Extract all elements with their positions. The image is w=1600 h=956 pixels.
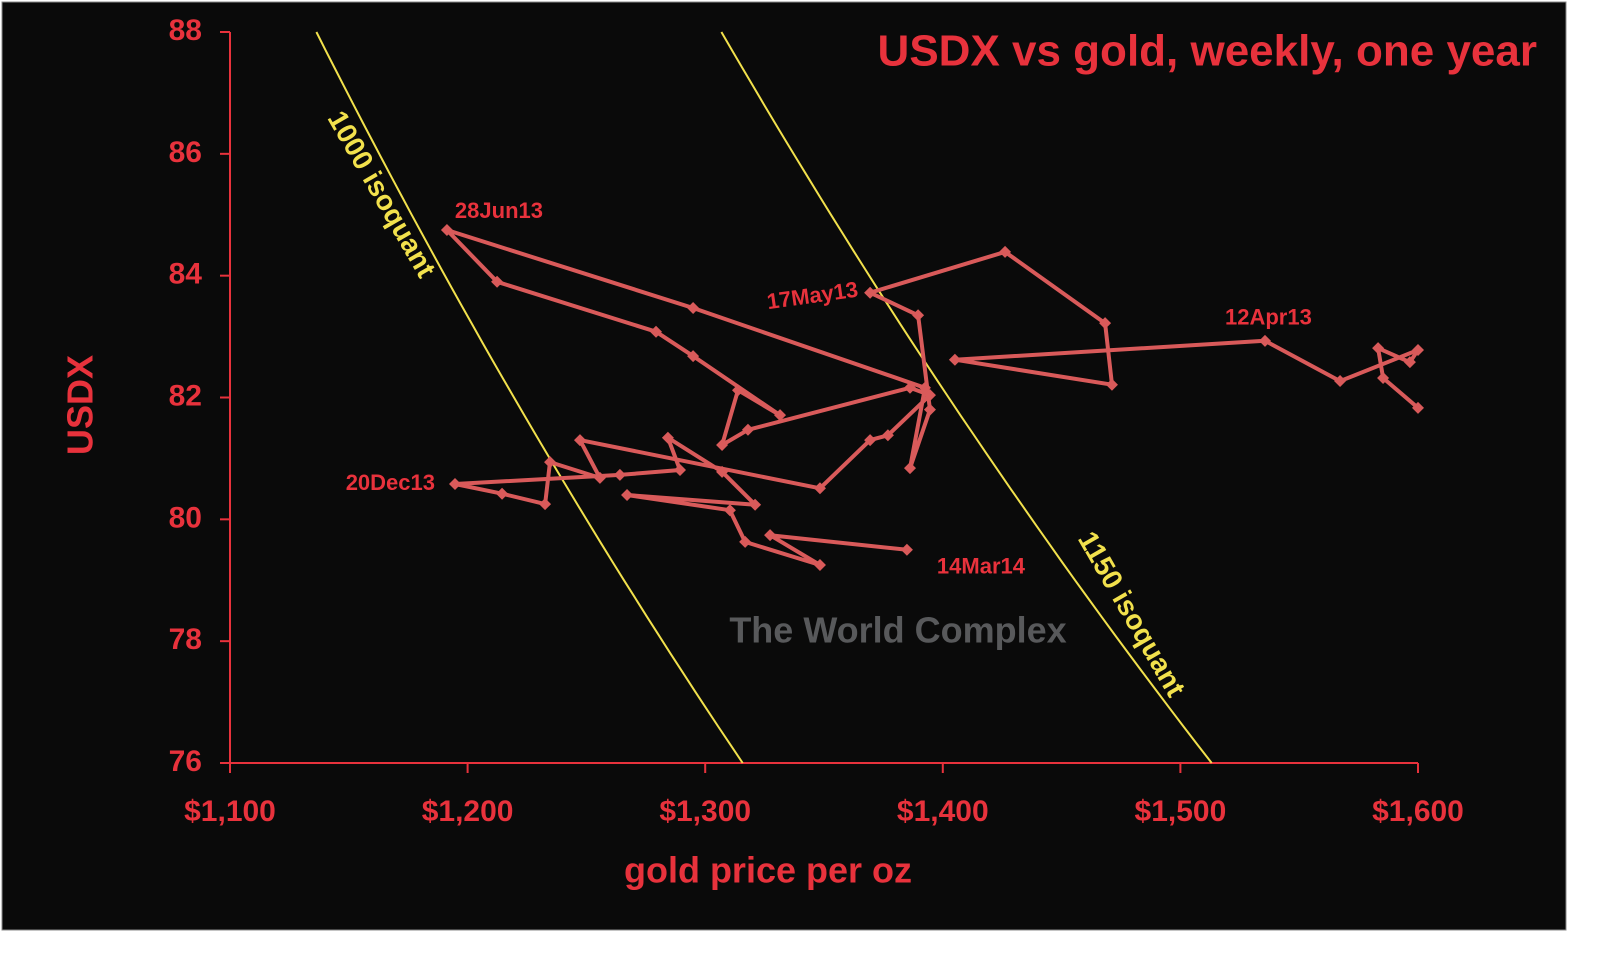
x-tick-label: $1,100 xyxy=(184,795,276,828)
data-point xyxy=(864,286,877,299)
data-point xyxy=(904,462,917,475)
x-tick-label: $1,400 xyxy=(897,795,989,828)
data-point xyxy=(440,223,453,236)
y-tick-label: 84 xyxy=(169,258,203,291)
data-point xyxy=(687,350,700,363)
data-point xyxy=(449,478,462,491)
data-point xyxy=(739,535,752,548)
isoquant-line xyxy=(720,31,1213,764)
data-point xyxy=(573,434,586,447)
data-point xyxy=(741,423,754,436)
data-point xyxy=(661,431,674,444)
data-point xyxy=(650,325,663,338)
data-point xyxy=(813,559,826,572)
data-point xyxy=(904,381,917,394)
x-tick-label: $1,300 xyxy=(659,795,751,828)
data-point xyxy=(621,488,634,501)
point-label: 28Jun13 xyxy=(455,198,543,223)
data-point xyxy=(1099,317,1112,330)
y-tick-label: 78 xyxy=(169,623,202,656)
data-point xyxy=(613,468,626,481)
data-point xyxy=(1377,372,1390,385)
data-point xyxy=(1412,343,1424,356)
y-tick-label: 82 xyxy=(169,379,202,412)
data-point xyxy=(716,465,729,478)
data-point xyxy=(864,434,877,447)
data-point xyxy=(923,389,936,402)
y-tick-label: 80 xyxy=(169,501,202,534)
data-point xyxy=(948,353,961,366)
y-tick-label: 76 xyxy=(169,745,202,778)
data-point xyxy=(539,498,552,511)
data-point xyxy=(764,529,777,542)
data-point xyxy=(1334,375,1347,388)
data-point xyxy=(1105,378,1118,391)
data-point xyxy=(593,471,606,484)
x-tick-label: $1,200 xyxy=(422,795,514,828)
watermark: The World Complex xyxy=(729,610,1066,651)
data-point xyxy=(1403,356,1416,369)
data-point xyxy=(999,245,1012,258)
data-point xyxy=(912,309,925,322)
data-point xyxy=(774,409,787,422)
y-axis-title: USDX xyxy=(60,355,101,455)
point-label: 20Dec13 xyxy=(346,470,435,495)
data-point xyxy=(544,456,557,469)
x-tick-label: $1,600 xyxy=(1372,795,1464,828)
data-point xyxy=(496,487,509,500)
data-point xyxy=(1412,401,1424,414)
y-tick-label: 88 xyxy=(169,14,202,47)
data-point xyxy=(1258,334,1271,347)
point-label: 12Apr13 xyxy=(1225,305,1312,330)
data-point xyxy=(923,403,936,416)
data-point xyxy=(731,384,744,397)
data-point xyxy=(813,482,826,495)
x-tick-label: $1,500 xyxy=(1135,795,1227,828)
chart-title: USDX vs gold, weekly, one year xyxy=(878,27,1537,76)
data-point xyxy=(687,301,700,314)
data-point xyxy=(900,543,913,556)
point-label: 14Mar14 xyxy=(937,554,1026,579)
data-point xyxy=(1372,342,1385,355)
data-point xyxy=(674,463,687,476)
data-point xyxy=(716,439,729,452)
plot-background xyxy=(1,1,1567,931)
data-point xyxy=(881,429,894,442)
data-point xyxy=(749,498,762,511)
isoquant-line xyxy=(315,31,744,764)
data-point xyxy=(491,275,504,288)
x-axis-title: gold price per oz xyxy=(624,850,912,891)
data-point xyxy=(918,381,931,394)
y-tick-label: 86 xyxy=(169,136,202,169)
data-point xyxy=(723,504,736,517)
